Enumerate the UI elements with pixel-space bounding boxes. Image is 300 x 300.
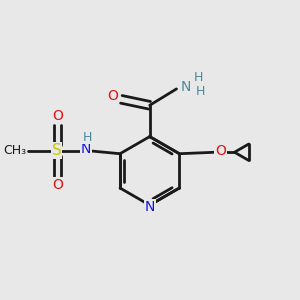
Text: S: S — [52, 143, 62, 158]
Text: H: H — [82, 131, 92, 144]
Text: O: O — [52, 110, 63, 124]
Text: O: O — [52, 178, 63, 192]
Text: N: N — [80, 142, 91, 156]
Text: N: N — [181, 80, 191, 94]
Text: O: O — [108, 89, 118, 103]
Text: O: O — [215, 144, 226, 158]
Text: H: H — [196, 85, 205, 98]
Text: N: N — [145, 200, 155, 214]
Text: H: H — [194, 71, 204, 84]
Text: CH₃: CH₃ — [4, 144, 27, 157]
